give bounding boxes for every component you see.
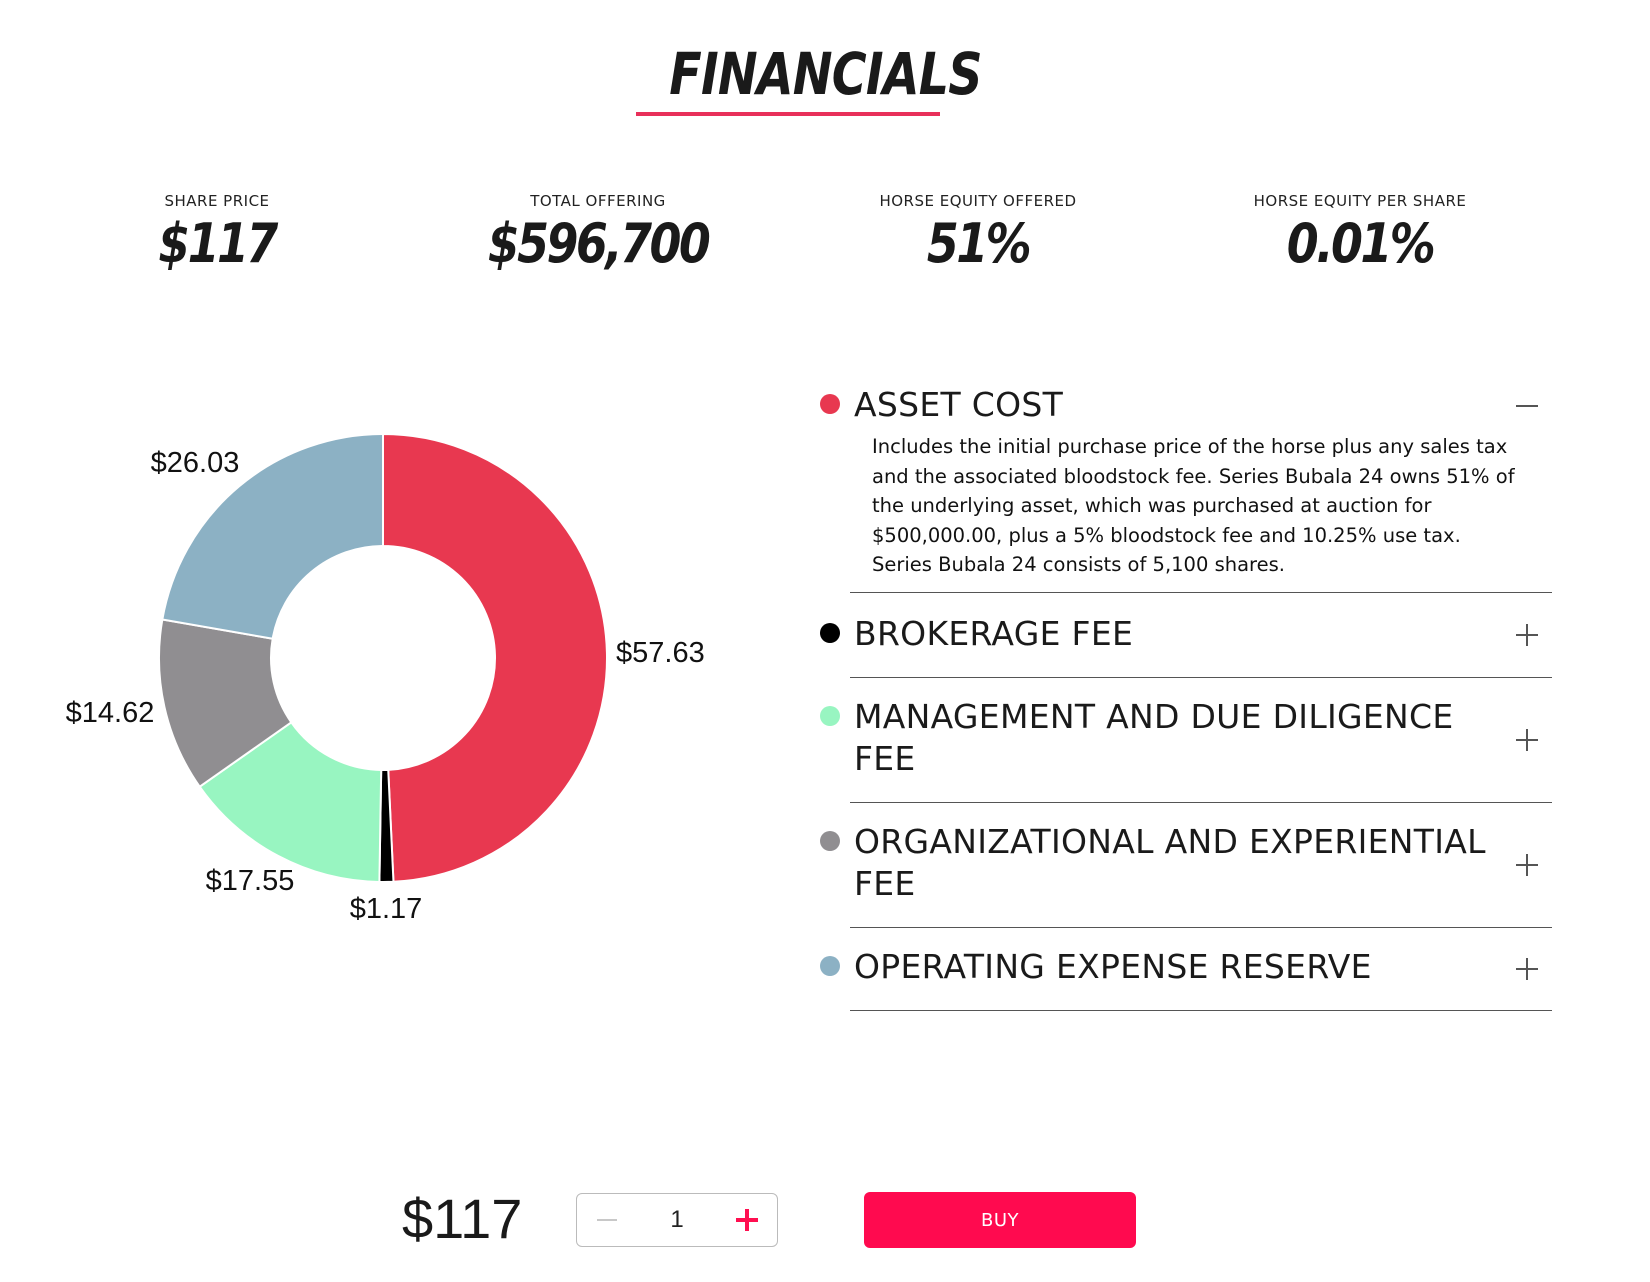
accordion-header-organizational-fee[interactable]: ORGANIZATIONAL AND EXPERIENTIAL FEE (820, 803, 1552, 927)
stat-value: $596,700 (487, 212, 711, 275)
stat-horse-equity-per-share: HORSE EQUITY PER SHARE 0.01% (1180, 192, 1540, 275)
title-container: FINANCIALS (0, 40, 1650, 108)
legend-dot-icon (820, 705, 840, 726)
slice-value-label: $14.62 (66, 697, 155, 729)
donut-slice (158, 618, 293, 789)
slice-value-label: $26.03 (151, 447, 240, 479)
page-title: FINANCIALS (668, 40, 982, 108)
legend-dot-icon (820, 830, 840, 851)
accordion-item-organizational-fee: ORGANIZATIONAL AND EXPERIENTIAL FEE (820, 803, 1552, 928)
expand-plus-icon[interactable] (1514, 956, 1540, 982)
accordion-label: BROKERAGE FEE (854, 613, 1134, 653)
legend-dot-icon (820, 622, 840, 643)
quantity-stepper: 1 (576, 1193, 778, 1247)
accordion-body-asset-cost: Includes the initial purchase price of t… (872, 435, 1515, 576)
accordion-label: MANAGEMENT AND DUE DILIGENCE FEE (854, 696, 1454, 778)
accordion-item-asset-cost: ASSET COST Includes the initial purchase… (820, 380, 1552, 593)
slice-value-label: $17.55 (206, 865, 295, 897)
accordion-item-brokerage-fee: BROKERAGE FEE (820, 593, 1552, 678)
donut-chart-svg: $57.63 $1.17 $17.55 $14.62 $26.03 (66, 432, 705, 925)
donut-slice (161, 432, 384, 640)
collapse-minus-icon[interactable] (1514, 393, 1540, 419)
expand-plus-icon[interactable] (1514, 727, 1540, 753)
accordion-label: ORGANIZATIONAL AND EXPERIENTIAL FEE (854, 821, 1486, 903)
slice-value-label: $1.17 (350, 893, 423, 925)
donut-slice (382, 432, 608, 883)
cost-accordion: ASSET COST Includes the initial purchase… (818, 380, 1552, 1011)
stat-label: TOTAL OFFERING (530, 192, 666, 210)
accordion-item-management-fee: MANAGEMENT AND DUE DILIGENCE FEE (820, 678, 1552, 803)
stat-horse-equity-offered: HORSE EQUITY OFFERED 51% (798, 192, 1158, 275)
cost-breakdown-chart: $57.63 $1.17 $17.55 $14.62 $26.03 (40, 420, 780, 1000)
stat-value: $117 (158, 212, 278, 275)
stat-share-price: SHARE PRICE $117 (37, 192, 397, 275)
stat-value: 0.01% (1286, 212, 1436, 275)
stat-label: HORSE EQUITY PER SHARE (1253, 192, 1467, 210)
legend-dot-icon (820, 955, 840, 976)
accordion-header-brokerage-fee[interactable]: BROKERAGE FEE (820, 593, 1552, 677)
donut-slice (198, 720, 383, 883)
accordion-label: OPERATING EXPENSE RESERVE (854, 946, 1372, 986)
stat-total-offering: TOTAL OFFERING $596,700 (418, 192, 778, 275)
buy-button[interactable]: BUY (864, 1192, 1136, 1248)
accordion-header-operating-expense-reserve[interactable]: OPERATING EXPENSE RESERVE (820, 928, 1552, 1010)
accordion-label: ASSET COST (854, 385, 1064, 424)
increment-plus-icon[interactable] (717, 1194, 777, 1246)
decrement-minus-icon[interactable] (577, 1194, 637, 1246)
stat-value: 51% (926, 212, 1032, 275)
stats-row: SHARE PRICE $117 TOTAL OFFERING $596,700… (0, 192, 1650, 282)
expand-plus-icon[interactable] (1514, 622, 1540, 648)
purchase-total-price: $117 (402, 1187, 523, 1250)
title-underline (636, 112, 940, 116)
stat-label: HORSE EQUITY OFFERED (879, 192, 1077, 210)
accordion-header-asset-cost[interactable]: ASSET COST (820, 380, 1552, 432)
legend-dot-icon (820, 394, 840, 414)
accordion-item-operating-expense-reserve: OPERATING EXPENSE RESERVE (820, 928, 1552, 1011)
accordion-header-management-fee[interactable]: MANAGEMENT AND DUE DILIGENCE FEE (820, 678, 1552, 802)
expand-plus-icon[interactable] (1514, 852, 1540, 878)
quantity-value[interactable]: 1 (670, 1206, 684, 1233)
slice-value-label: $57.63 (616, 637, 705, 669)
stat-label: SHARE PRICE (164, 192, 270, 210)
